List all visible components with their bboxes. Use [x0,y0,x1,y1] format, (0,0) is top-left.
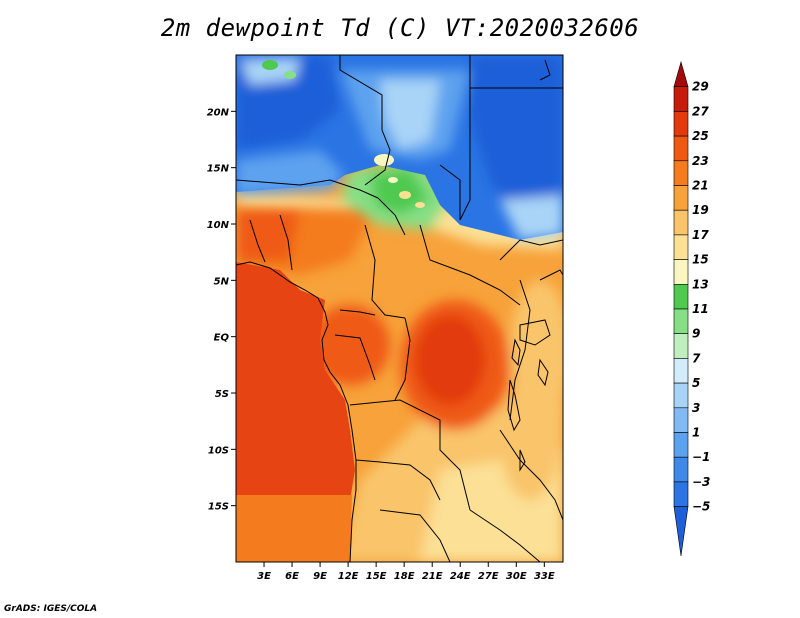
x-tick-label: 15E [366,571,387,582]
colorbar-swatch [673,432,689,458]
colorbar-label: 5 [692,376,700,390]
colorbar-label: 7 [692,351,701,365]
colorbar-swatch [673,234,689,260]
colorbar-label: 21 [692,179,709,193]
colorbar-swatch [673,506,689,557]
longitude-axis: 3E 6E 9E 12E 15E 18E 21E 24E 27E 30E 33E [257,562,555,582]
map-title: 2m dewpoint Td (C) VT:2020032606 [160,14,640,42]
colorbar-label: −3 [692,475,710,489]
colorbar-label: 17 [692,228,709,242]
colorbar-label: −1 [692,450,710,464]
colorbar-swatch [673,160,689,186]
x-tick-label: 3E [257,571,271,582]
y-tick-label: 20N [207,107,230,118]
y-tick-label: 5S [215,389,229,400]
colorbar-label: 19 [692,203,709,217]
colorbar-label: 29 [692,80,709,94]
colorbar-label: 27 [692,104,709,118]
colorbar-swatch [673,86,689,112]
colorbar-label: 11 [692,302,709,316]
colorbar-label: −5 [692,500,710,514]
y-tick-label: 15N [207,164,230,175]
colorbar-swatch [673,135,689,162]
y-tick-label: 10S [208,445,229,456]
x-tick-label: 33E [534,571,555,582]
colorbar-swatch [673,308,689,335]
colorbar-swatch [673,209,689,236]
y-tick-label: 10N [207,220,230,231]
colorbar: 29 27 25 23 21 19 17 15 13 11 9 7 5 3 1 −1 −3 −5 [673,60,710,557]
x-tick-label: 24E [450,571,471,582]
colorbar-swatch [673,333,689,359]
boundary-lines [236,55,563,562]
x-tick-label: 9E [313,571,327,582]
x-tick-label: 12E [338,571,359,582]
colorbar-swatch [673,60,689,87]
y-tick-label: 15S [208,502,229,513]
colorbar-swatch [673,481,689,507]
colorbar-swatch [673,358,689,384]
colorbar-label: 1 [692,426,700,440]
x-tick-label: 6E [285,571,299,582]
x-tick-label: 27E [478,571,499,582]
grads-credit: GrADS: IGES/COLA [4,604,98,614]
colorbar-label: 15 [692,253,709,267]
colorbar-label: 3 [692,401,700,415]
x-tick-label: 21E [422,571,443,582]
latitude-axis: 20N 15N 10N 5N EQ 5S 10S 15S [207,107,236,513]
colorbar-swatch [673,111,689,137]
y-tick-label: EQ [214,333,230,344]
colorbar-swatch [673,407,689,433]
colorbar-label: 25 [692,129,709,143]
x-tick-label: 30E [506,571,527,582]
map-frame [235,54,564,563]
colorbar-swatch [673,283,689,310]
colorbar-swatch [673,456,689,483]
colorbar-label: 9 [692,327,700,341]
x-tick-label: 18E [394,571,415,582]
colorbar-label: 13 [692,277,709,291]
dewpoint-field [236,55,563,562]
colorbar-swatch [673,259,689,285]
colorbar-label: 23 [692,154,709,168]
colorbar-swatch [673,185,689,211]
y-tick-label: 5N [214,276,230,287]
colorbar-swatch [673,382,689,409]
